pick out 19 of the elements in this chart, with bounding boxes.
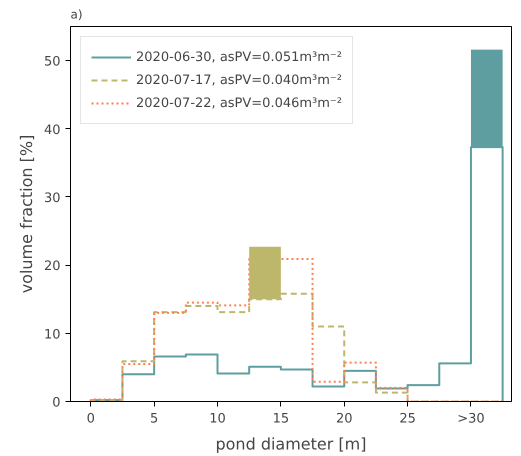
x-tick-label: 15 — [272, 412, 290, 426]
legend-label: 2020-07-17, asPV=0.040m³m⁻² — [136, 72, 342, 88]
y-tick-label: 20 — [44, 259, 61, 274]
y-axis-title: volume fraction [%] — [16, 134, 36, 294]
y-tick-label: 0 — [52, 396, 61, 410]
legend-label: 2020-06-30, asPV=0.051m³m⁻² — [136, 50, 342, 64]
x-tick-label: 0 — [86, 412, 95, 426]
x-tick-label: 25 — [399, 412, 416, 426]
x-axis-title: pond diameter [m] — [215, 434, 367, 454]
y-tick-label: 30 — [44, 190, 61, 206]
y-tick-label: 10 — [44, 327, 61, 342]
chart-title: a) — [70, 8, 83, 22]
y-tick-label: 50 — [44, 54, 61, 70]
x-tick-label: >30 — [457, 412, 485, 426]
x-tick-label: 5 — [150, 412, 158, 426]
x-tick-label: 20 — [336, 412, 352, 426]
x-tick-label: 10 — [209, 412, 226, 426]
legend-label: 2020-07-22, asPV=0.046m³m⁻² — [136, 96, 342, 110]
y-tick-label: 40 — [44, 122, 61, 138]
